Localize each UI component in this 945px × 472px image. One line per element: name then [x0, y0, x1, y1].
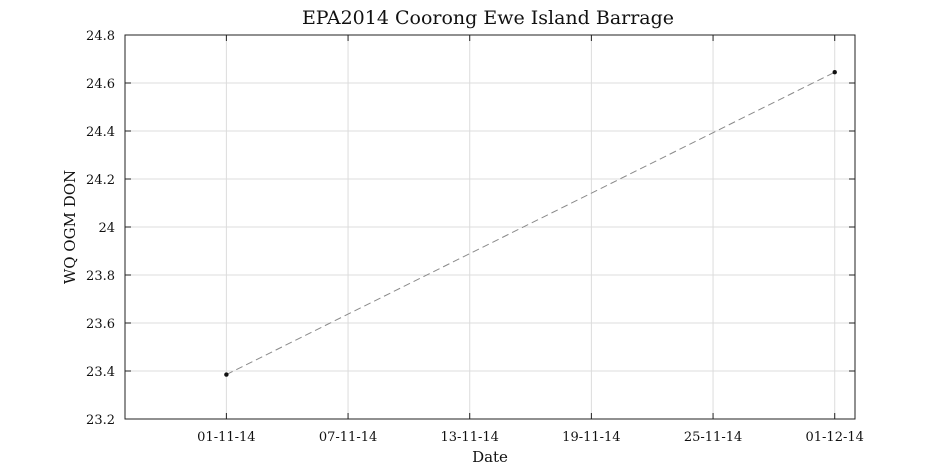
- y-tick-label: 23.6: [86, 317, 115, 332]
- x-tick-label: 01-12-14: [806, 430, 864, 445]
- y-tick-label: 24.2: [86, 173, 115, 188]
- x-tick-label: 19-11-14: [562, 430, 620, 445]
- y-tick-label: 24: [98, 221, 115, 236]
- y-axis-label: WQ OGM DON: [61, 170, 79, 284]
- y-tick-label: 24.4: [86, 125, 115, 140]
- y-tick-label: 23.2: [86, 413, 115, 428]
- grid: [125, 34, 855, 420]
- y-tick-label: 23.8: [86, 269, 115, 284]
- x-tick-label: 01-11-14: [197, 430, 255, 445]
- series-line: [226, 71, 835, 376]
- y-tick-label: 23.4: [86, 365, 115, 380]
- ticks: 01-11-14 07-11-14 13-11-14 19-11-14 25-11-14…: [86, 29, 864, 445]
- data-point: [224, 372, 229, 377]
- x-tick-label: 07-11-14: [319, 430, 377, 445]
- data-point: [832, 70, 837, 75]
- x-axis-label: Date: [472, 448, 508, 466]
- x-tick-label: 25-11-14: [684, 430, 742, 445]
- y-tick-label: 24.8: [86, 29, 115, 44]
- series-layer: [224, 70, 837, 377]
- x-tick-label: 13-11-14: [441, 430, 499, 445]
- chart-title: EPA2014 Coorong Ewe Island Barrage: [302, 7, 674, 29]
- y-tick-label: 24.6: [86, 77, 115, 92]
